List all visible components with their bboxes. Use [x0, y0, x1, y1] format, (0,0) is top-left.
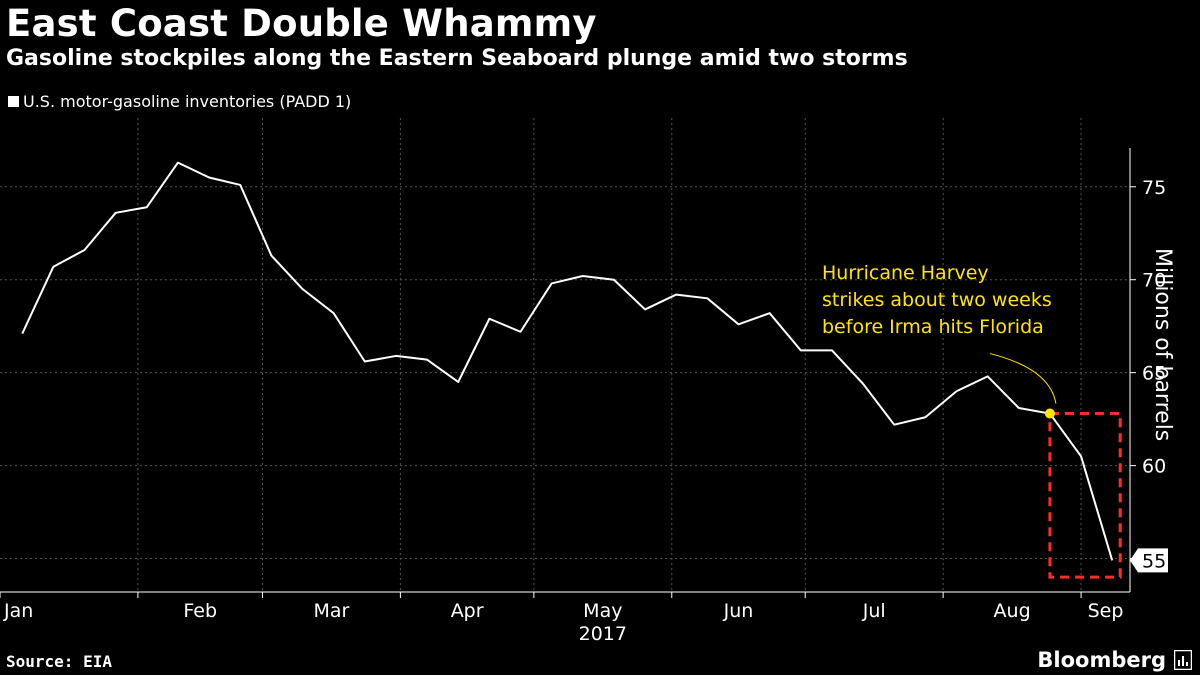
bloomberg-terminal-icon [1174, 650, 1192, 670]
legend-swatch [8, 96, 19, 107]
brand-logo: Bloomberg [1037, 648, 1166, 672]
x-tick-label: Aug [994, 600, 1031, 622]
last-value-badge [1130, 548, 1168, 573]
x-tick-label: Feb [183, 600, 217, 622]
last-value-label: 55 [1142, 550, 1166, 572]
annotation-text: before Irma hits Florida [822, 316, 1044, 338]
x-tick-label: Sep [1088, 600, 1124, 622]
x-tick-label: Mar [314, 600, 350, 622]
y-tick-label: 60 [1142, 456, 1166, 478]
x-year-label: 2017 [579, 623, 627, 645]
x-tick-label: Jul [862, 600, 886, 622]
x-tick-label: Jun [723, 600, 754, 622]
annotation-leader [989, 353, 1057, 404]
x-tick-label: Jan [3, 600, 33, 622]
chart-title: East Coast Double Whammy [6, 2, 597, 45]
legend: U.S. motor-gasoline inventories (PADD 1) [8, 92, 351, 111]
annotation-marker [1044, 408, 1055, 419]
highlight-box [1048, 412, 1122, 579]
chart-subtitle: Gasoline stockpiles along the Eastern Se… [6, 46, 908, 71]
x-tick-label: May [583, 600, 622, 622]
y-tick-label: 70 [1142, 270, 1166, 292]
x-tick-label: Apr [451, 600, 484, 622]
series-line [21, 161, 1114, 561]
legend-label: U.S. motor-gasoline inventories (PADD 1) [23, 92, 352, 111]
y-tick-label: 65 [1142, 363, 1166, 385]
source-note: Source: EIA [6, 652, 112, 671]
annotation-text: Hurricane Harvey [822, 262, 989, 284]
y-axis-label: Millions of barrels [1150, 248, 1175, 442]
annotation-text: strikes about two weeks [822, 289, 1052, 311]
y-tick-label: 75 [1142, 177, 1166, 199]
